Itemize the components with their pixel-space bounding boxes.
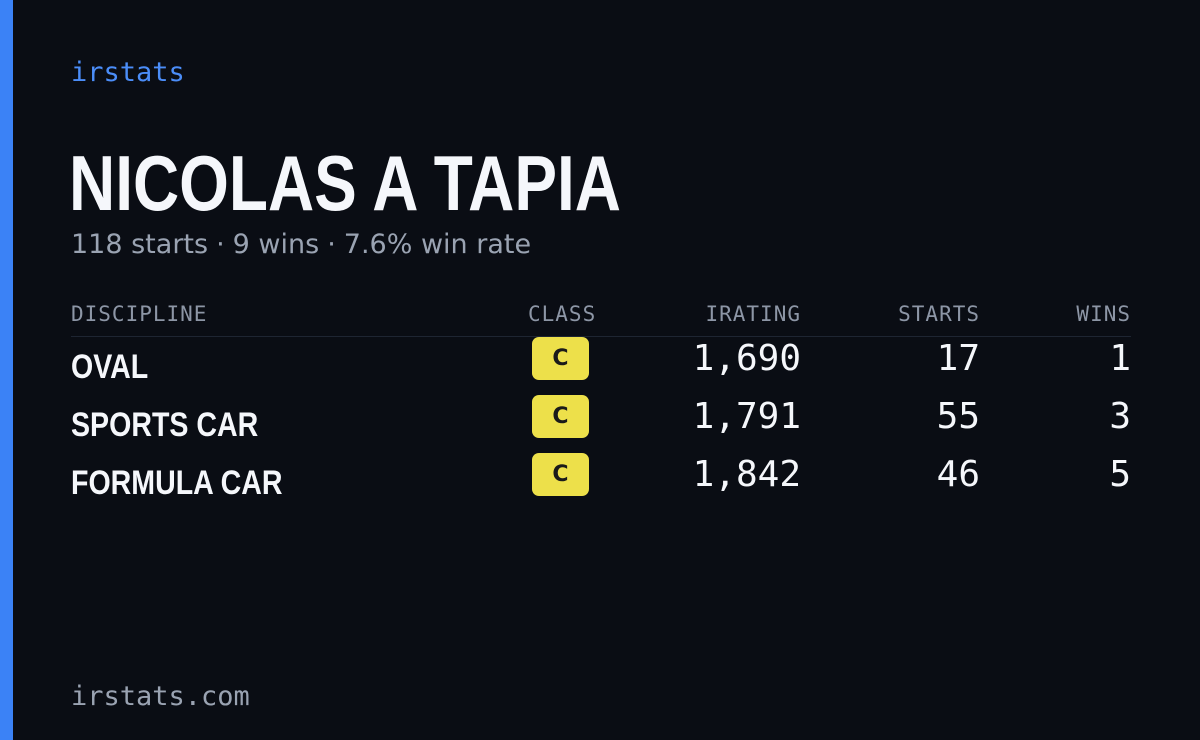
row-starts: 17 [936, 338, 980, 379]
driver-name: NICOLAS A TAPIA [69, 139, 621, 227]
accent-bar [0, 0, 13, 740]
summary-win-rate: 7.6% win rate [343, 229, 532, 260]
driver-summary: 118 starts · 9 wins · 7.6% win rate [71, 227, 531, 263]
table-row: OVAL C 1,690 17 1 [71, 337, 1131, 395]
table-header: DISCIPLINE CLASS IRATING STARTS WINS [71, 296, 1131, 337]
row-wins: 5 [1109, 454, 1131, 495]
summary-separator: · [327, 229, 336, 260]
table-row: FORMULA CAR C 1,842 46 5 [71, 453, 1131, 511]
summary-wins: 9 wins [232, 229, 320, 260]
class-badge: C [532, 337, 589, 380]
discipline-table: DISCIPLINE CLASS IRATING STARTS WINS OVA… [71, 296, 1131, 511]
row-irating: 1,690 [692, 338, 801, 379]
row-discipline: OVAL [71, 348, 149, 386]
row-wins: 3 [1109, 396, 1131, 437]
header-starts: STARTS [898, 302, 980, 326]
header-wins: WINS [1076, 302, 1131, 326]
row-irating: 1,791 [692, 396, 801, 437]
row-starts: 55 [936, 396, 980, 437]
class-badge: C [532, 395, 589, 438]
brand-logo-text: irstats [71, 57, 185, 88]
header-irating: IRATING [705, 302, 801, 326]
summary-separator: · [216, 229, 225, 260]
summary-starts: 118 starts [71, 229, 209, 260]
row-wins: 1 [1109, 338, 1131, 379]
table-row: SPORTS CAR C 1,791 55 3 [71, 395, 1131, 453]
row-irating: 1,842 [692, 454, 801, 495]
footer-domain: irstats.com [71, 681, 250, 712]
row-discipline: FORMULA CAR [71, 464, 283, 502]
class-badge: C [532, 453, 589, 496]
header-discipline: DISCIPLINE [71, 302, 208, 326]
row-discipline: SPORTS CAR [71, 406, 259, 444]
header-class: CLASS [528, 302, 597, 326]
row-starts: 46 [936, 454, 980, 495]
